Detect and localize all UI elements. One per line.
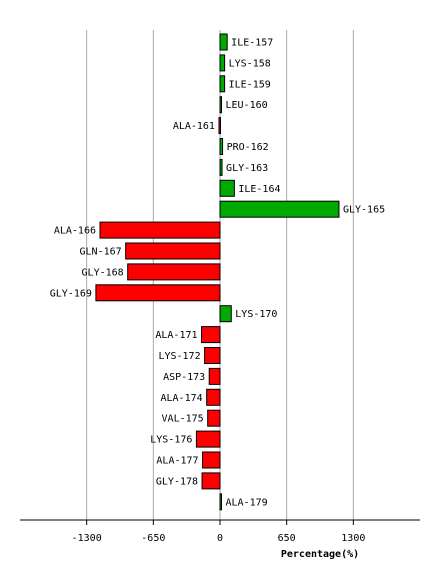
- bar: [201, 326, 221, 344]
- bar: [219, 200, 340, 218]
- x-axis-title: Percentage(%): [281, 549, 359, 560]
- bar-label: ALA-166: [54, 226, 96, 237]
- x-tick-label: 1300: [341, 533, 365, 544]
- bar: [219, 75, 226, 93]
- x-tick-label: -650: [141, 533, 165, 544]
- bar: [99, 221, 221, 239]
- bar: [201, 472, 221, 490]
- bar-label: ALA-177: [156, 456, 198, 467]
- bar-label: GLN-167: [79, 247, 121, 258]
- bars: ILE-157 LYS-158 ILE-159 LEU-160 ALA-161 PRO-1…: [50, 33, 385, 511]
- bar-label: ILE-159: [229, 79, 271, 90]
- bar: [219, 54, 226, 72]
- bar: [125, 242, 221, 260]
- x-tick-label: 0: [217, 533, 223, 544]
- bar-label: GLY-165: [343, 205, 385, 216]
- bar-label: ALA-179: [226, 497, 268, 508]
- bar: [219, 179, 235, 197]
- bar: [95, 284, 221, 302]
- bar: [218, 117, 221, 135]
- bar-label: LYS-158: [229, 58, 271, 69]
- x-tick-label: 650: [278, 533, 296, 544]
- bar-label: LYS-172: [158, 351, 200, 362]
- bar-label: GLY-163: [226, 163, 268, 174]
- bar: [219, 158, 223, 176]
- bar: [219, 493, 222, 511]
- x-tick-label: -1300: [72, 533, 102, 544]
- bar: [195, 430, 221, 448]
- bar: [219, 33, 228, 51]
- bar-label: GLY-168: [82, 267, 124, 278]
- bar-label: LYS-176: [150, 435, 192, 446]
- bar: [208, 367, 221, 385]
- bar: [206, 388, 221, 406]
- bar-label: ILE-164: [238, 184, 280, 195]
- bar: [219, 305, 232, 323]
- bar: [219, 96, 222, 114]
- bar-label: GLY-178: [156, 476, 198, 487]
- bar: [202, 451, 221, 469]
- bar-label: LEU-160: [226, 100, 268, 111]
- bar-label: LYS-170: [235, 309, 277, 320]
- bar: [127, 263, 221, 281]
- bar-label: ALA-161: [173, 121, 215, 132]
- x-axis: -1300 -650 0 650 1300: [20, 519, 420, 544]
- bar-label: ALA-171: [155, 330, 197, 341]
- bar: [207, 409, 221, 427]
- bar: [219, 138, 224, 155]
- bar-label: ALA-174: [161, 393, 203, 404]
- bar-label: ASP-173: [163, 372, 205, 383]
- bar-label: VAL-175: [162, 414, 204, 425]
- bar: [204, 347, 221, 364]
- bar-label: GLY-169: [50, 288, 92, 299]
- bar-label: ILE-157: [231, 38, 273, 49]
- bar-label: PRO-162: [227, 142, 269, 153]
